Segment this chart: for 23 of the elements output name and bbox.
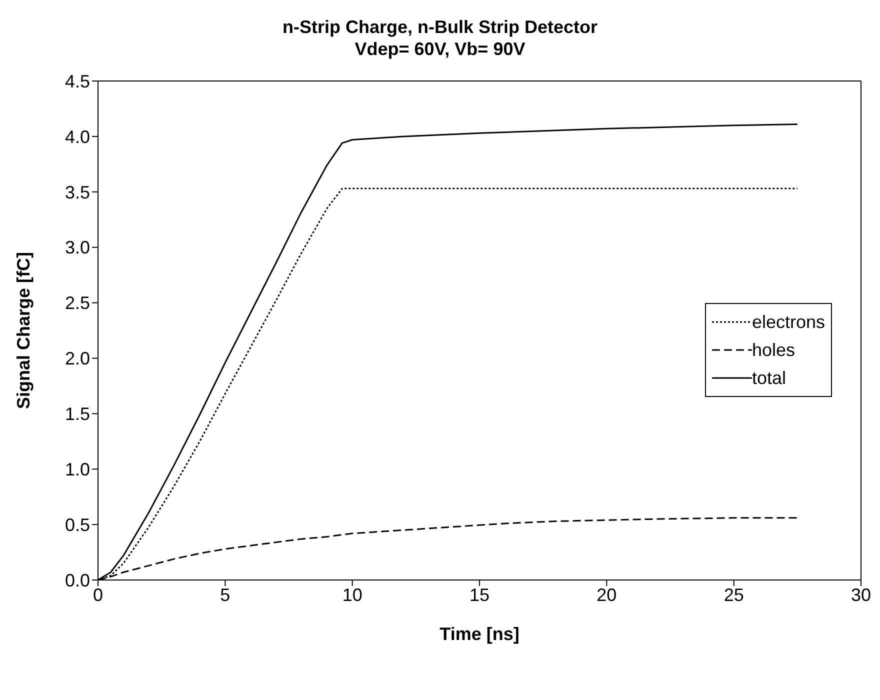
y-tick-label: 2.5 [64, 293, 90, 314]
y-tick-label: 0.0 [64, 570, 90, 590]
x-tick-label: 10 [342, 584, 362, 605]
y-tick-label: 0.5 [64, 514, 90, 535]
x-tick-label: 25 [724, 584, 744, 605]
y-tick-label: 3.0 [64, 238, 90, 258]
y-tick-label: 1.5 [64, 404, 90, 424]
x-tick-label: 15 [469, 584, 490, 605]
x-tick-label: 30 [850, 584, 872, 605]
x-tick-label: 0 [92, 584, 104, 605]
legend-label: holes [752, 340, 796, 360]
legend-label: total [752, 368, 786, 388]
legend-label: electrons [752, 312, 826, 332]
y-axis-title: Signal Charge [fC] [13, 252, 34, 410]
x-tick-label: 5 [220, 584, 230, 605]
x-tick-label: 20 [596, 584, 617, 605]
y-tick-label: 2.0 [64, 348, 90, 369]
chart-title: n-Strip Charge, n-Bulk Strip Detector Vdep= 60V, Vb= 90V [281, 16, 599, 60]
y-tick-label: 1.0 [64, 460, 90, 480]
y-tick-label: 4.5 [64, 71, 90, 92]
y-tick-label: 4.0 [64, 126, 90, 147]
y-tick-label: 3.5 [64, 182, 90, 202]
x-axis-title: Time [ns] [440, 624, 520, 644]
